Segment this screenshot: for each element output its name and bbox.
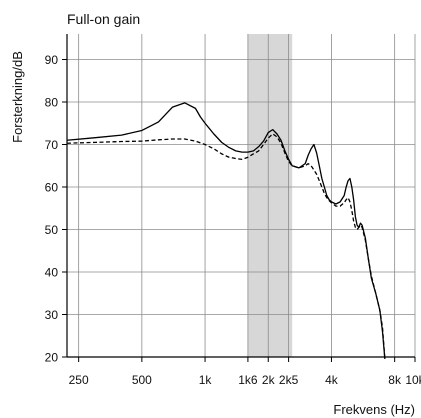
x-tick-label: 1k6 xyxy=(238,373,258,387)
dashed-gain-line xyxy=(67,133,386,359)
y-tick-label: 60 xyxy=(45,181,59,195)
y-tick-label: 30 xyxy=(45,308,59,322)
y-tick-label: 80 xyxy=(45,96,59,110)
chart-title: Full-on gain xyxy=(67,11,140,27)
y-tick-label: 90 xyxy=(45,53,59,67)
x-tick-label: 10k xyxy=(405,373,421,387)
x-tick-label: 4k xyxy=(325,373,339,387)
x-tick-label: 8k xyxy=(388,373,402,387)
x-tick-label: 250 xyxy=(69,373,89,387)
x-tick-label: 500 xyxy=(132,373,152,387)
solid-gain-line xyxy=(67,102,386,359)
y-tick-label: 50 xyxy=(45,223,59,237)
x-tick-label: 2k5 xyxy=(279,373,299,387)
y-tick-label: 40 xyxy=(45,266,59,280)
y-tick-label: 20 xyxy=(45,351,59,365)
x-tick-label: 1k xyxy=(199,373,213,387)
y-tick-label: 70 xyxy=(45,138,59,152)
shaded-band xyxy=(247,34,293,357)
y-axis-label: Forsterkning/dB xyxy=(10,51,25,143)
x-axis-label: Frekvens (Hz) xyxy=(333,402,415,417)
x-tick-label: 2k xyxy=(262,373,276,387)
